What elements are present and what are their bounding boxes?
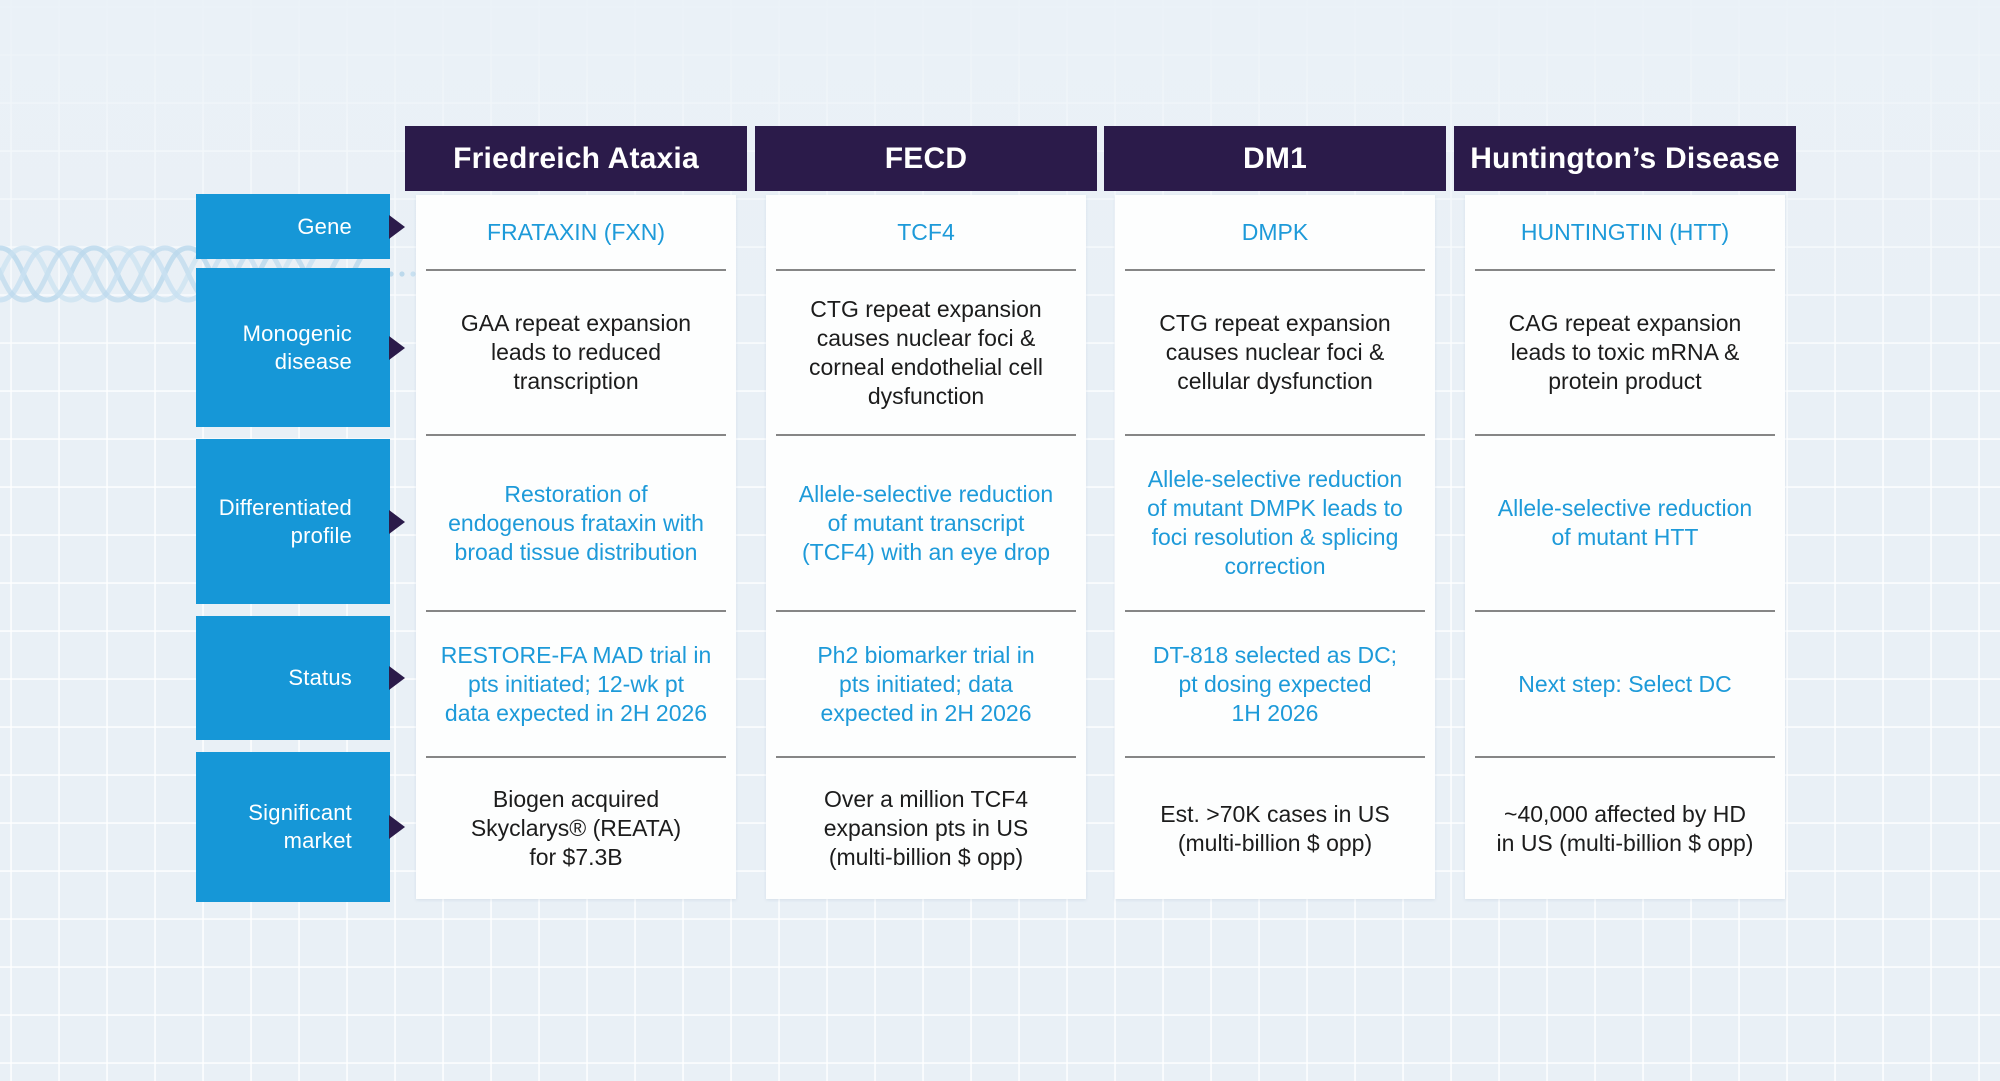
row-label-differentiated-profile-text: Differentiated profile bbox=[218, 494, 352, 548]
cell-significant-market: ~40,000 affected by HD in US (multi-bill… bbox=[1465, 758, 1785, 899]
cell-differentiated-profile-text: Allele-selective reduction of mutant DMP… bbox=[1147, 466, 1403, 579]
row-divider bbox=[1475, 756, 1775, 758]
cell-differentiated-profile-text: Restoration of endogenous frataxin with … bbox=[448, 480, 704, 565]
cell-monogenic-disease-text: CTG repeat expansion causes nuclear foci… bbox=[1159, 310, 1391, 394]
cell-significant-market-text: Est. >70K cases in US (multi-billion $ o… bbox=[1160, 800, 1390, 856]
row-divider bbox=[776, 610, 1076, 612]
cell-differentiated-profile-text: Allele-selective reduction of mutant tra… bbox=[798, 480, 1054, 565]
row-label-gene-text: Gene bbox=[297, 213, 352, 239]
cell-status: RESTORE-FA MAD trial in pts initiated; 1… bbox=[416, 612, 736, 756]
cell-monogenic-disease: GAA repeat expansion leads to reduced tr… bbox=[416, 271, 736, 434]
cell-status-text: DT-818 selected as DC; pt dosing expecte… bbox=[1152, 641, 1398, 726]
cell-gene: DMPK bbox=[1115, 195, 1435, 269]
cell-status-text: Ph2 biomarker trial in pts initiated; da… bbox=[817, 641, 1035, 726]
cell-monogenic-disease-text: CTG repeat expansion causes nuclear foci… bbox=[809, 295, 1043, 409]
column-header-fecd: FECD bbox=[755, 126, 1097, 191]
row-divider bbox=[426, 610, 726, 612]
column-header-huntingtons-disease: Huntington’s Disease bbox=[1454, 126, 1796, 191]
column-header-friedreich-ataxia: Friedreich Ataxia bbox=[405, 126, 747, 191]
row-divider bbox=[1125, 756, 1425, 758]
cell-monogenic-disease: CAG repeat expansion leads to toxic mRNA… bbox=[1465, 271, 1785, 434]
column-header-dm1: DM1 bbox=[1104, 126, 1446, 191]
cell-gene-text: FRATAXIN (FXN) bbox=[486, 218, 666, 245]
row-label-significant-market-text: Significant market bbox=[248, 800, 352, 853]
cell-significant-market-text: Biogen acquired Skyclarys® (REATA) for $… bbox=[470, 786, 682, 870]
cell-differentiated-profile: Allele-selective reduction of mutant HTT bbox=[1465, 436, 1785, 610]
row-divider bbox=[1475, 269, 1775, 271]
cell-differentiated-profile: Allele-selective reduction of mutant DMP… bbox=[1115, 436, 1435, 610]
row-label-monogenic-disease-text: Monogenic disease bbox=[242, 320, 352, 374]
cell-gene: FRATAXIN (FXN) bbox=[416, 195, 736, 269]
cell-status: Next step: Select DC bbox=[1465, 612, 1785, 756]
arrow-right-icon bbox=[389, 509, 405, 534]
cell-differentiated-profile: Restoration of endogenous frataxin with … bbox=[416, 436, 736, 610]
row-label-monogenic-disease: Monogenic disease bbox=[196, 268, 405, 427]
row-divider bbox=[776, 269, 1076, 271]
row-divider bbox=[426, 756, 726, 758]
column-card-fecd: TCF4 CTG repeat expansion causes nuclear… bbox=[766, 195, 1086, 899]
cell-gene-text: TCF4 bbox=[897, 218, 955, 245]
row-divider bbox=[1475, 434, 1775, 436]
row-divider bbox=[776, 756, 1076, 758]
column-card-friedreich-ataxia: FRATAXIN (FXN) GAA repeat expansion lead… bbox=[416, 195, 736, 899]
row-divider bbox=[426, 434, 726, 436]
cell-status: Ph2 biomarker trial in pts initiated; da… bbox=[766, 612, 1086, 756]
arrow-right-icon bbox=[389, 214, 405, 239]
cell-status: DT-818 selected as DC; pt dosing expecte… bbox=[1115, 612, 1435, 756]
row-divider bbox=[1475, 610, 1775, 612]
row-label-significant-market: Significant market bbox=[196, 752, 405, 902]
cell-significant-market-text: Over a million TCF4 expansion pts in US … bbox=[823, 786, 1029, 870]
row-label-status-text: Status bbox=[288, 665, 352, 690]
row-label-differentiated-profile: Differentiated profile bbox=[196, 439, 405, 604]
row-divider bbox=[1125, 610, 1425, 612]
cell-gene-text: HUNTINGTIN (HTT) bbox=[1520, 218, 1730, 245]
row-label-gene: Gene bbox=[196, 194, 405, 259]
cell-status-text: Next step: Select DC bbox=[1518, 670, 1732, 697]
row-divider bbox=[776, 434, 1076, 436]
cell-gene-text: DMPK bbox=[1241, 218, 1309, 245]
row-divider bbox=[426, 269, 726, 271]
cell-significant-market-text: ~40,000 affected by HD in US (multi-bill… bbox=[1496, 800, 1754, 856]
cell-monogenic-disease-text: GAA repeat expansion leads to reduced tr… bbox=[460, 310, 692, 394]
cell-significant-market: Over a million TCF4 expansion pts in US … bbox=[766, 758, 1086, 899]
row-label-status: Status bbox=[196, 616, 405, 740]
cell-gene: HUNTINGTIN (HTT) bbox=[1465, 195, 1785, 269]
cell-monogenic-disease: CTG repeat expansion causes nuclear foci… bbox=[766, 271, 1086, 434]
column-card-dm1: DMPK CTG repeat expansion causes nuclear… bbox=[1115, 195, 1435, 899]
row-divider bbox=[1125, 434, 1425, 436]
cell-monogenic-disease: CTG repeat expansion causes nuclear foci… bbox=[1115, 271, 1435, 434]
arrow-right-icon bbox=[389, 335, 405, 360]
cell-differentiated-profile-text: Allele-selective reduction of mutant HTT bbox=[1497, 495, 1753, 550]
cell-gene: TCF4 bbox=[766, 195, 1086, 269]
cell-monogenic-disease-text: CAG repeat expansion leads to toxic mRNA… bbox=[1508, 310, 1742, 394]
arrow-right-icon bbox=[389, 666, 405, 690]
column-card-huntingtons-disease: HUNTINGTIN (HTT) CAG repeat expansion le… bbox=[1465, 195, 1785, 899]
row-divider bbox=[1125, 269, 1425, 271]
cell-significant-market: Est. >70K cases in US (multi-billion $ o… bbox=[1115, 758, 1435, 899]
arrow-right-icon bbox=[389, 815, 405, 839]
cell-significant-market: Biogen acquired Skyclarys® (REATA) for $… bbox=[416, 758, 736, 899]
cell-status-text: RESTORE-FA MAD trial in pts initiated; 1… bbox=[440, 641, 712, 726]
cell-differentiated-profile: Allele-selective reduction of mutant tra… bbox=[766, 436, 1086, 610]
